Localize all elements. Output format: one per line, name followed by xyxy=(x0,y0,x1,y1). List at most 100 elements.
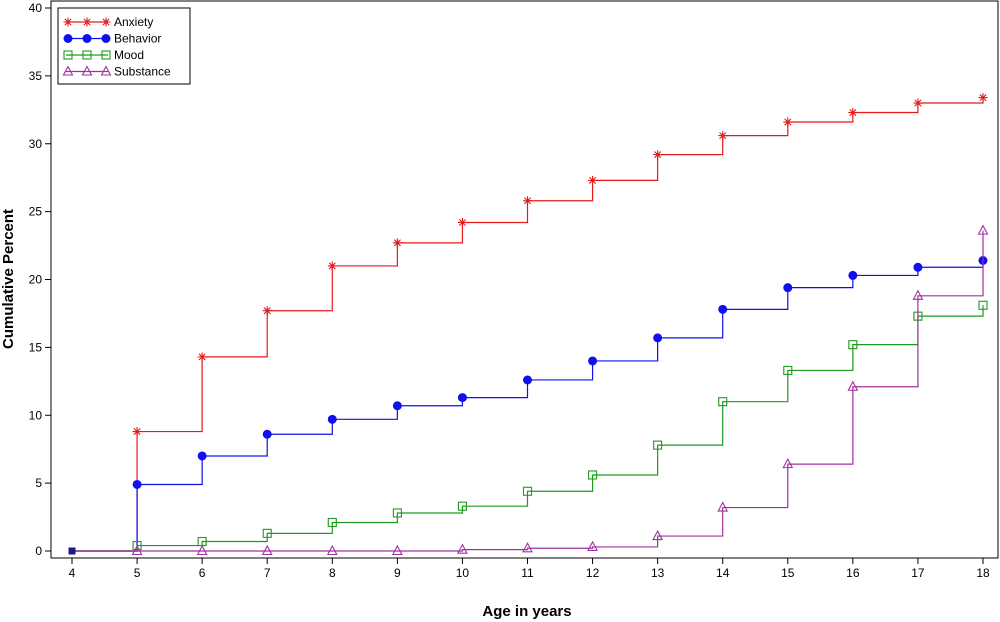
legend-entry-mood: Mood xyxy=(63,48,144,62)
x-axis: 4 5 6 7 8 9 10 11 12 13 14 15 16 17 18 xyxy=(69,558,990,580)
data-point-mood xyxy=(392,508,402,518)
x-tick-label: 17 xyxy=(911,566,925,580)
y-tick-label: 5 xyxy=(35,476,42,490)
origin-point xyxy=(68,547,76,555)
y-tick-label: 35 xyxy=(29,69,43,83)
series-anxiety xyxy=(72,93,988,552)
x-tick-label: 5 xyxy=(134,566,141,580)
series-layer xyxy=(68,93,989,556)
legend-marker xyxy=(63,34,73,43)
data-point-mood xyxy=(848,340,858,350)
y-tick-label: 10 xyxy=(29,408,43,422)
data-point-substance xyxy=(522,542,533,553)
data-point-behavior xyxy=(197,451,207,461)
series-behavior xyxy=(72,255,988,552)
series-mood xyxy=(72,300,988,552)
legend-marker xyxy=(62,65,74,76)
data-point-mood xyxy=(653,440,663,450)
data-point-mood xyxy=(327,517,337,528)
data-point-substance xyxy=(457,543,468,554)
data-point-substance xyxy=(782,457,794,469)
data-point-behavior xyxy=(327,414,337,424)
data-point-mood xyxy=(262,528,272,538)
x-tick-label: 18 xyxy=(976,566,990,580)
data-point-mood xyxy=(783,365,793,376)
data-point-anxiety xyxy=(327,261,337,271)
x-tick-label: 7 xyxy=(264,566,271,580)
data-point-anxiety xyxy=(392,238,402,248)
data-point-anxiety xyxy=(913,98,923,108)
data-point-behavior xyxy=(783,283,793,293)
legend-marker xyxy=(101,50,111,60)
data-point-anxiety xyxy=(653,150,663,160)
legend-entry-anxiety: Anxiety xyxy=(63,15,153,29)
data-point-anxiety xyxy=(848,108,858,118)
data-point-behavior xyxy=(132,479,142,489)
data-point-behavior xyxy=(392,401,402,411)
y-tick-label: 15 xyxy=(29,340,43,354)
data-point-behavior xyxy=(848,270,858,280)
data-point-anxiety xyxy=(978,93,988,103)
data-point-behavior xyxy=(718,304,728,314)
x-tick-label: 10 xyxy=(456,566,470,580)
legend-marker xyxy=(63,17,73,27)
data-point-substance xyxy=(587,540,598,551)
data-point-substance xyxy=(912,289,924,300)
y-tick-label: 25 xyxy=(29,205,43,219)
legend: Anxiety Behavior Mood Substance xyxy=(57,7,191,85)
data-point-mood xyxy=(718,397,728,407)
data-point-substance xyxy=(131,544,143,556)
series-line-substance xyxy=(72,230,984,552)
data-point-behavior xyxy=(588,356,598,366)
data-point-behavior xyxy=(457,393,467,403)
data-point-mood xyxy=(457,501,467,511)
plot-frame xyxy=(50,0,999,559)
legend-marker xyxy=(81,65,93,76)
x-tick-label: 11 xyxy=(521,566,534,580)
series-substance xyxy=(72,224,989,556)
legend-label-mood: Mood xyxy=(114,48,144,62)
data-point-behavior xyxy=(262,429,272,439)
y-axis-title: Cumulative Percent xyxy=(0,209,17,349)
legend-marker xyxy=(100,65,112,76)
y-tick-label: 40 xyxy=(29,1,43,15)
legend-entry-behavior: Behavior xyxy=(63,32,161,46)
x-tick-label: 8 xyxy=(329,566,336,580)
data-point-anxiety xyxy=(783,117,793,127)
legend-entry-substance: Substance xyxy=(62,65,171,79)
series-line-anxiety xyxy=(72,97,984,552)
x-tick-label: 13 xyxy=(651,566,665,580)
data-point-substance xyxy=(717,501,729,512)
legend-marker xyxy=(82,17,92,27)
x-tick-label: 9 xyxy=(394,566,401,580)
y-tick-label: 0 xyxy=(35,544,42,558)
data-point-substance xyxy=(196,544,208,556)
legend-marker xyxy=(63,50,73,60)
legend-label-substance: Substance xyxy=(114,65,171,79)
data-point-substance xyxy=(652,529,664,541)
legend-marker xyxy=(101,17,111,27)
data-point-behavior xyxy=(913,262,923,272)
data-point-anxiety xyxy=(262,306,272,316)
x-tick-label: 15 xyxy=(781,566,795,580)
data-point-behavior xyxy=(653,333,663,343)
y-tick-label: 20 xyxy=(29,273,43,287)
data-point-substance xyxy=(977,224,989,235)
data-point-mood xyxy=(522,486,533,496)
data-point-substance xyxy=(391,544,403,556)
data-point-anxiety xyxy=(588,175,598,185)
legend-marker xyxy=(82,50,92,60)
legend-marker xyxy=(101,34,111,43)
data-point-substance xyxy=(261,544,273,556)
legend-label-anxiety: Anxiety xyxy=(114,15,153,29)
y-axis: 0 5 10 15 20 25 30 35 40 xyxy=(29,1,51,558)
x-tick-label: 12 xyxy=(586,566,600,580)
x-tick-label: 4 xyxy=(69,566,76,580)
data-point-mood xyxy=(978,300,988,310)
data-point-mood xyxy=(588,470,598,480)
data-point-anxiety xyxy=(523,196,532,206)
series-line-mood xyxy=(72,305,984,552)
x-axis-title: Age in years xyxy=(482,603,571,620)
x-tick-label: 14 xyxy=(716,566,730,580)
